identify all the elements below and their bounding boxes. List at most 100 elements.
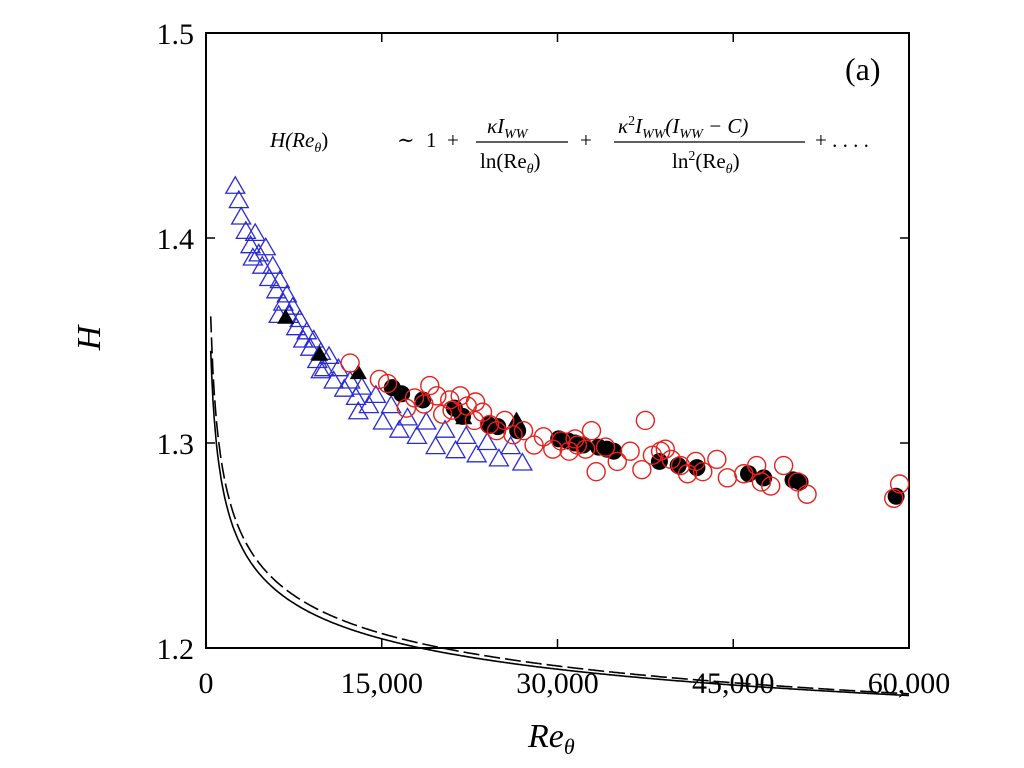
f2-num-c: (I [665,114,680,138]
open-triangle-point [228,189,250,209]
fit-curve-solid [209,350,909,697]
open-circle-point [751,472,772,492]
x-axis-label: Reθ [527,718,575,759]
open-triangle-point [313,357,335,377]
open-circle-point [377,373,398,394]
axis-ticks: 0 15,000 30,000 45,000 60,000 1.2 1.3 1.4 1.5 [157,18,951,700]
open-triangle-point [242,247,264,266]
open-triangle-point [372,411,394,430]
open-circle-point [575,439,596,459]
open-triangle-point [388,419,410,438]
open-triangle-point [224,175,246,194]
f1-den-sub: θ [527,162,534,177]
f2-den-b: (Re [695,149,725,173]
open-circle-point [440,390,460,410]
open-circle-point [632,459,652,480]
x-tick-label: 30,000 [516,667,599,700]
open-triangle-point [235,220,257,240]
open-circle-point [513,421,534,441]
open-circle-point [503,425,523,445]
open-circle-point [889,474,909,494]
open-triangle-point [455,425,477,445]
open-triangle-point [365,384,387,404]
f1-num-sub: WW [504,127,529,142]
f2-num-b: I [634,114,643,138]
filled-triangle-point [311,345,329,361]
open-triangle-point [406,425,428,445]
open-triangle-point [434,419,456,438]
frac2-numerator: κ2IWW(IWW − C) [618,114,748,142]
open-triangle-point [327,357,350,377]
open-triangle-point [323,370,345,389]
open-triangle-point [289,308,311,328]
equation-one: 1 [426,128,437,152]
open-triangle-point [265,279,287,299]
open-circle-point [707,449,727,470]
open-circle-point [635,410,656,431]
open-circle-point [472,402,493,422]
frac1-numerator: κIWW [487,114,529,142]
filled-circle-point [454,407,472,425]
open-circle-point [773,455,794,476]
open-triangle-point [500,435,522,455]
open-triangle-point [511,452,533,471]
open-triangle-point [415,411,437,430]
open-triangle-point [255,236,277,256]
open-circle-point [884,488,904,509]
y-tick-label: 1.4 [157,223,195,256]
f1-den-close: ) [534,149,541,173]
open-circle-point [655,439,675,459]
fit-curves [209,316,909,697]
open-triangle-point [476,431,498,451]
filled-triangle-point [277,308,295,324]
eq-lhs: H(Re [269,128,314,152]
open-triangle-point [269,269,291,289]
f2-num-sub2: WW [679,127,704,142]
open-circle-point [620,441,640,461]
y-tick-label: 1.3 [157,428,195,461]
open-triangle-point [276,284,298,303]
open-triangle-point [310,359,332,379]
open-circle-point [607,451,627,472]
open-circle-point [420,375,440,396]
open-triangle-point [466,443,488,463]
open-triangle-point [347,400,369,420]
y-tick-label: 1.5 [157,18,195,51]
filled-triangle-point [349,364,367,380]
f2-num-a: κ [618,114,629,138]
open-circle-point [543,439,563,459]
equation-tail: + . . . . [815,128,869,152]
open-triangle-point [488,448,510,467]
x-tick-label: 45,000 [692,667,775,700]
open-triangle-point [339,370,361,389]
f2-num-d: − C) [703,114,749,138]
f1-den-ln: ln(Re [480,149,527,173]
frac2-denominator: ln2(Reθ) [672,149,740,177]
f2-den-sup: 2 [688,149,695,164]
open-circle-point [465,392,486,412]
eq-lhs-sub: θ [314,141,321,156]
open-circle-point [761,476,781,496]
open-circle-point [661,449,681,470]
x-axis-label-sub: θ [564,734,575,759]
open-triangle-point [262,255,284,274]
open-circle-point [797,484,817,504]
f2-den-close: ) [733,149,740,173]
open-circle-point [442,400,462,420]
open-circle-point [427,386,447,406]
open-circle-point [565,429,585,449]
equation-plus-2: + [580,128,592,152]
x-tick-label: 15,000 [341,667,424,700]
eq-lhs-close: ) [321,128,328,152]
open-triangle-point [380,394,402,414]
open-triangle-point [358,394,380,414]
equation-sim: ∼ [397,128,415,152]
f2-num-sub: WW [642,127,667,142]
open-triangle-point [425,435,447,455]
x-tick-label: 60,000 [868,667,951,700]
open-circle-point [340,353,360,373]
panel-label: (a) [845,51,881,87]
f2-num-sup: 2 [628,114,635,129]
x-axis-label-main: Re [527,718,564,755]
open-triangle-point [296,320,318,340]
